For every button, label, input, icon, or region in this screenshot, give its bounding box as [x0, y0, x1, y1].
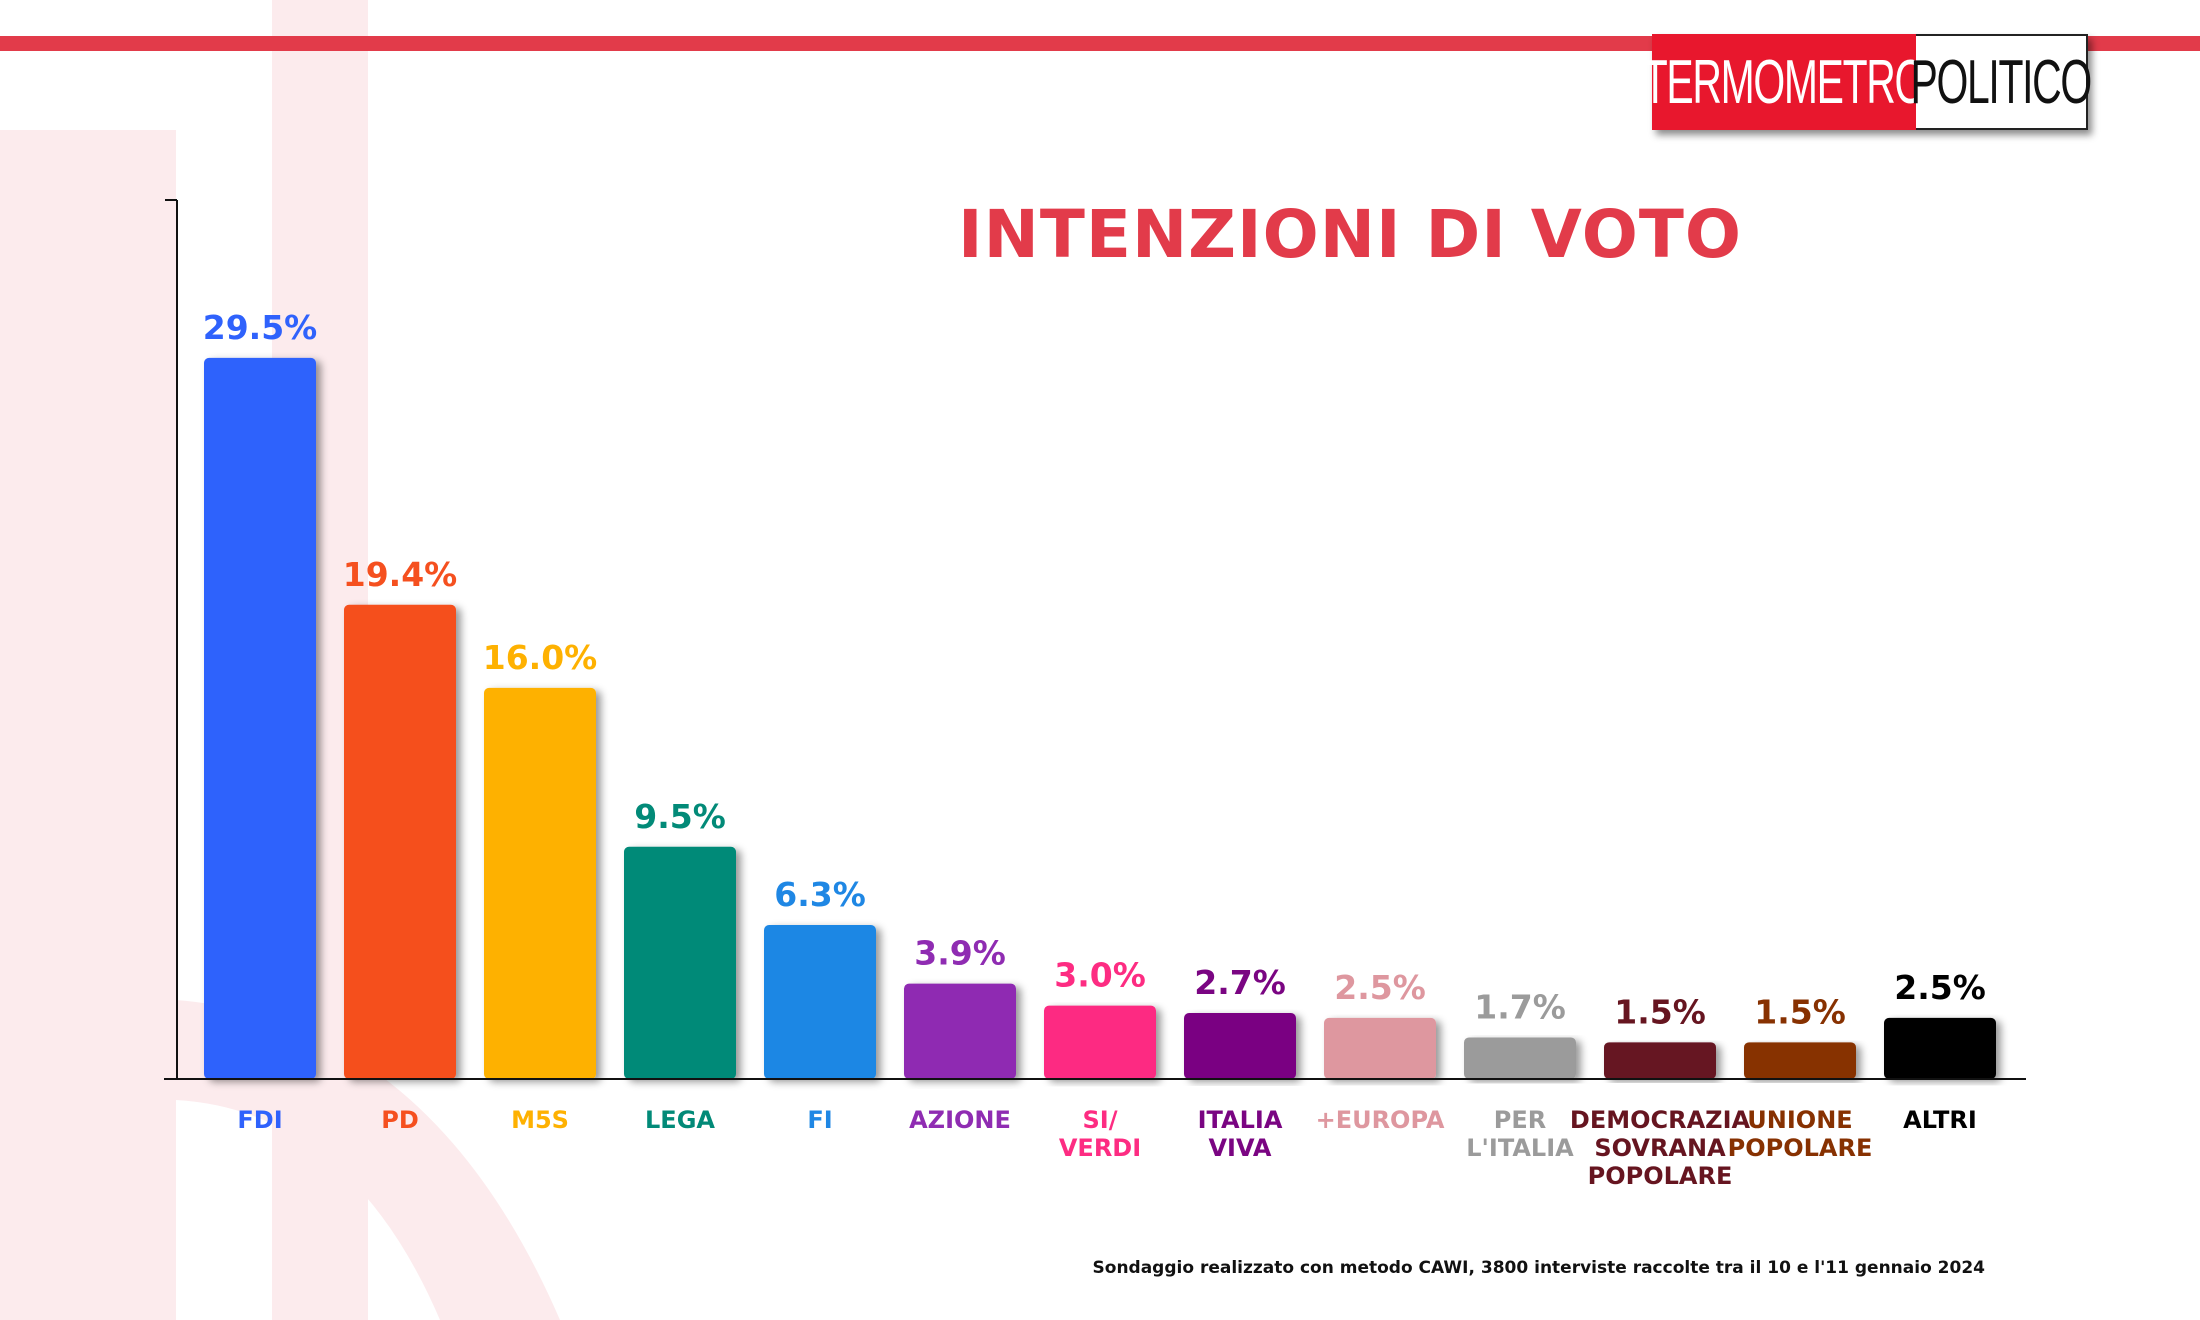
top-red-rule: [0, 36, 2200, 51]
category-label-11: UNIONE POPOLARE: [1728, 1106, 1873, 1162]
bar-0: [204, 357, 316, 1079]
bar-7: [1184, 1013, 1296, 1079]
category-label-4: FI: [807, 1106, 832, 1134]
value-label-7: 2.7%: [1194, 963, 1286, 1002]
bars-layer: [204, 357, 1996, 1079]
category-label-5: AZIONE: [909, 1106, 1011, 1134]
logo-right-part: POLITICO: [1911, 34, 2093, 130]
bar-8: [1324, 1017, 1436, 1079]
value-label-12: 2.5%: [1894, 968, 1986, 1007]
category-label-10: DEMOCRAZIA SOVRANA POPOLARE: [1570, 1106, 1751, 1190]
bar-12: [1884, 1017, 1996, 1079]
value-label-1: 19.4%: [343, 555, 458, 594]
bar-5: [904, 983, 1016, 1079]
category-label-2: M5S: [511, 1106, 569, 1134]
category-label-8: +EUROPA: [1316, 1106, 1445, 1134]
logo-left-part: TERMOMETRO: [1643, 34, 1926, 130]
value-label-8: 2.5%: [1334, 968, 1426, 1007]
bar-10: [1604, 1042, 1716, 1079]
value-label-10: 1.5%: [1614, 992, 1706, 1031]
bar-9: [1464, 1037, 1576, 1079]
bar-6: [1044, 1005, 1156, 1079]
category-label-7: ITALIA VIVA: [1198, 1106, 1283, 1162]
value-label-5: 3.9%: [914, 934, 1006, 973]
bar-11: [1744, 1042, 1856, 1079]
category-label-12: ALTRI: [1903, 1106, 1977, 1134]
value-label-3: 9.5%: [634, 797, 726, 836]
chart-title: INTENZIONI DI VOTO: [958, 196, 1742, 273]
value-label-6: 3.0%: [1054, 956, 1146, 995]
value-label-11: 1.5%: [1754, 992, 1846, 1031]
category-label-9: PER L'ITALIA: [1466, 1106, 1574, 1162]
value-label-2: 16.0%: [483, 638, 598, 677]
value-label-9: 1.7%: [1474, 987, 1566, 1026]
termometro-politico-logo: TERMOMETRO POLITICO: [1643, 34, 2093, 130]
category-label-1: PD: [381, 1106, 419, 1134]
labels-layer: 29.5% FDI 19.4% PD 16.0% M5S 9.5% LEGA 6.3% FI 3.9…: [203, 308, 1986, 1190]
value-label-4: 6.3%: [774, 875, 866, 914]
value-label-0: 29.5%: [203, 308, 318, 347]
bar-3: [624, 846, 736, 1079]
footnote: Sondaggio realizzato con metodo CAWI, 38…: [1092, 1258, 1985, 1278]
category-label-0: FDI: [237, 1106, 282, 1134]
bar-4: [764, 925, 876, 1079]
category-label-6: SI/VERDI: [1059, 1106, 1141, 1162]
category-label-3: LEGA: [645, 1106, 715, 1134]
bar-1: [344, 604, 456, 1079]
bar-2: [484, 687, 596, 1079]
